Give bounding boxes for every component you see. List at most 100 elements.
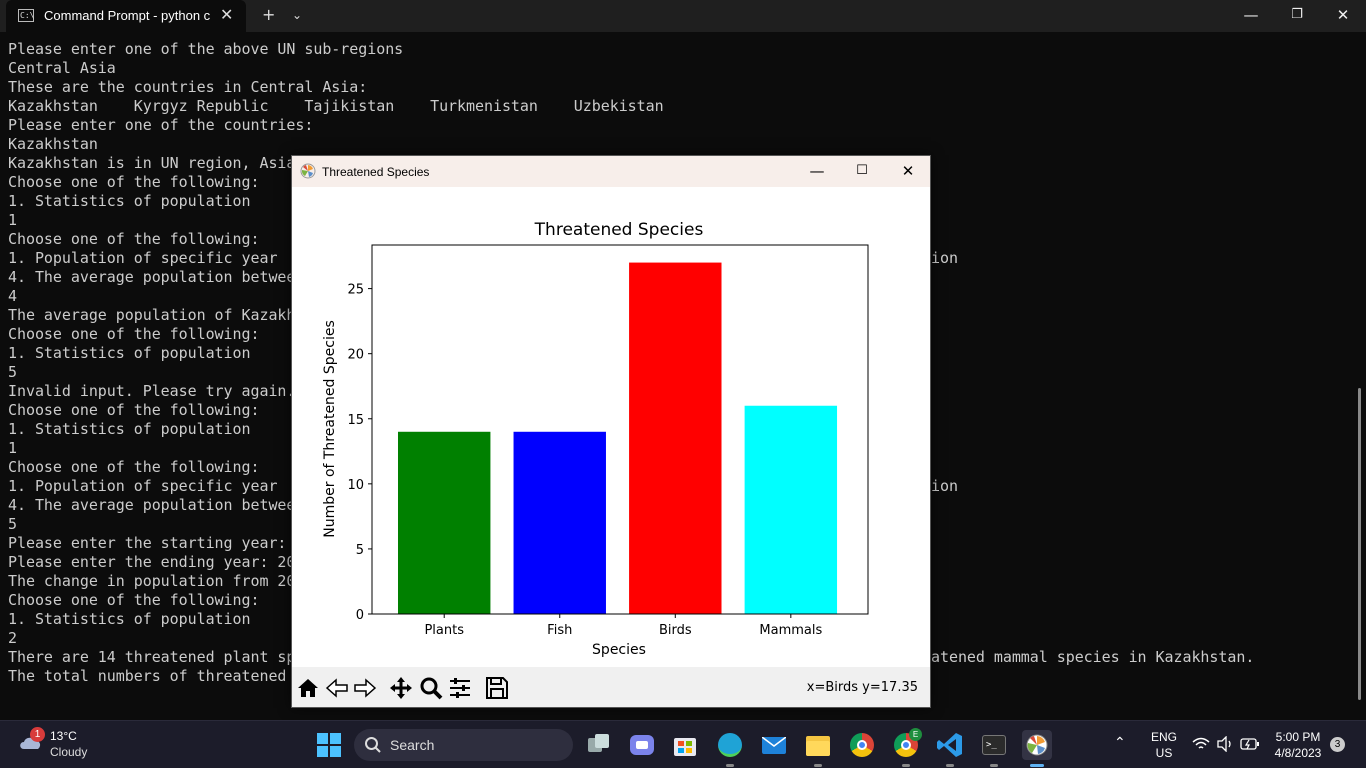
weather-condition[interactable]: Cloudy <box>50 745 88 759</box>
language-indicator[interactable]: ENG <box>1150 730 1177 744</box>
taskbar: 1 13°C Cloudy Search <box>0 720 1366 768</box>
terminal-fragment: ion <box>931 249 959 267</box>
terminal-line: Central Asia <box>8 59 116 77</box>
edge-browser-icon[interactable] <box>715 730 745 767</box>
matplotlib-logo-icon <box>300 163 316 179</box>
minimize-icon[interactable]: — <box>1243 6 1259 24</box>
figure-maximize-icon[interactable]: ☐ <box>856 163 868 178</box>
chrome-profile-badge: E <box>909 728 922 741</box>
search-label: Search <box>390 737 435 753</box>
terminal-line: The total numbers of threatened <box>8 667 287 685</box>
pan-move-icon[interactable] <box>388 675 414 701</box>
python-figure-icon[interactable] <box>1022 730 1052 767</box>
new-tab-icon[interactable]: + <box>262 5 276 24</box>
x-axis-label: Species <box>592 642 646 658</box>
temperature[interactable]: 13°C <box>50 729 77 743</box>
chrome-icon[interactable] <box>847 730 877 760</box>
y-axis-label: Number of Threatened Species <box>322 320 338 538</box>
terminal-line: 5 <box>8 515 17 533</box>
x-tick-label: Birds <box>659 623 692 638</box>
tab-title: Command Prompt - python c <box>44 8 211 23</box>
clock-time[interactable]: 5:00 PM <box>1275 730 1321 744</box>
terminal-line: Choose one of the following: <box>8 591 260 609</box>
cursor-coordinates: x=Birds y=17.35 <box>806 680 918 695</box>
y-tick-label: 15 <box>347 413 364 428</box>
dropdown-chevron-icon[interactable]: ⌄ <box>292 8 303 22</box>
figure-window-title: Threatened Species <box>322 165 430 179</box>
taskbar-search[interactable]: Search <box>354 729 573 761</box>
vscode-icon[interactable] <box>935 730 965 767</box>
microsoft-store-icon[interactable] <box>670 730 700 760</box>
terminal-icon[interactable]: >_ <box>979 730 1009 767</box>
bar-mammals[interactable] <box>744 405 838 614</box>
task-view-icon[interactable] <box>584 730 614 760</box>
volume-icon[interactable] <box>1216 736 1234 752</box>
terminal-line: Choose one of the following: <box>8 173 260 191</box>
mail-icon[interactable] <box>759 730 789 760</box>
x-tick-label: Mammals <box>759 623 822 638</box>
terminal-line: 1. Statistics of population <box>8 344 251 362</box>
figure-window: Threatened Species — ☐ ✕ Threatened Spec… <box>291 155 931 708</box>
terminal-tab[interactable]: C:\ Command Prompt - python c ✕ <box>6 0 246 32</box>
close-tab-icon[interactable]: ✕ <box>220 5 234 24</box>
figure-toolbar: x=Birds y=17.35 <box>292 667 930 707</box>
configure-subplots-icon[interactable] <box>447 675 473 701</box>
y-tick-label: 5 <box>356 543 364 558</box>
terminal-titlebar: C:\ Command Prompt - python c ✕ + ⌄ — ❐ … <box>0 0 1366 32</box>
terminal-scrollbar[interactable] <box>1358 388 1361 700</box>
x-tick-label: Fish <box>547 623 572 638</box>
figure-titlebar: Threatened Species — ☐ ✕ <box>292 156 930 187</box>
bar-birds[interactable] <box>629 262 722 614</box>
file-explorer-icon[interactable] <box>803 730 833 767</box>
home-icon[interactable] <box>295 675 321 701</box>
windows-start-icon[interactable] <box>317 733 341 757</box>
forward-arrow-icon[interactable] <box>352 675 378 701</box>
notification-count[interactable]: 3 <box>1330 737 1345 752</box>
y-tick-label: 20 <box>347 348 364 363</box>
y-tick-label: 10 <box>347 478 364 493</box>
figure-close-icon[interactable]: ✕ <box>901 162 915 180</box>
terminal-line: Choose one of the following: <box>8 230 260 248</box>
terminal-line: Please enter the ending year: 20 <box>8 553 296 571</box>
close-window-icon[interactable]: ✕ <box>1336 6 1350 24</box>
battery-icon[interactable] <box>1240 737 1260 751</box>
chrome-profile-icon[interactable]: E <box>891 728 922 767</box>
terminal-line: 5 <box>8 363 17 381</box>
wifi-icon[interactable] <box>1192 737 1210 751</box>
terminal-line: The change in population from 20 <box>8 572 296 590</box>
zoom-magnifier-icon[interactable] <box>418 675 444 701</box>
terminal-fragment: atened mammal species in Kazakhstan. <box>931 648 1255 666</box>
save-disk-icon[interactable] <box>484 675 510 701</box>
teams-chat-icon[interactable] <box>627 730 657 760</box>
y-tick-label: 25 <box>347 283 364 298</box>
bar-fish[interactable] <box>513 431 606 614</box>
terminal-line: The average population of Kazakh <box>8 306 296 324</box>
terminal-line: 1. Population of specific year <box>8 249 278 267</box>
terminal-line: These are the countries in Central Asia: <box>8 78 368 96</box>
terminal-line: Please enter one of the countries: <box>8 116 314 134</box>
y-tick-label: 0 <box>356 608 364 623</box>
terminal-line: Please enter one of the above UN sub-reg… <box>8 40 404 58</box>
terminal-line: Kazakhstan Kyrgyz Republic Tajikistan Tu… <box>8 97 664 115</box>
bar-chart[interactable]: Threatened Species Species Number of Thr… <box>292 187 930 665</box>
terminal-line: Please enter the starting year: <box>8 534 287 552</box>
terminal-line: 1 <box>8 439 17 457</box>
terminal-line: 1. Population of specific year <box>8 477 278 495</box>
terminal-line: Invalid input. Please try again. <box>8 382 296 400</box>
search-icon <box>365 737 381 753</box>
terminal-fragment: ion <box>931 477 959 495</box>
figure-minimize-icon[interactable]: — <box>809 162 825 180</box>
clock-date[interactable]: 4/8/2023 <box>1274 746 1322 760</box>
restore-icon[interactable]: ❐ <box>1291 7 1303 22</box>
terminal-line: 4. The average population betwee <box>8 496 296 514</box>
terminal-output[interactable]: Please enter one of the above UN sub-reg… <box>8 40 664 686</box>
terminal-line: 4 <box>8 287 17 305</box>
back-arrow-icon[interactable] <box>324 675 350 701</box>
show-hidden-icons-chevron-icon[interactable]: ⌃ <box>1114 734 1126 750</box>
terminal-line: 1. Statistics of population <box>8 610 251 628</box>
cloudy-weather-icon[interactable] <box>18 731 44 753</box>
terminal-line: Kazakhstan <box>8 135 98 153</box>
terminal-line: 4. The average population betwee <box>8 268 296 286</box>
bar-plants[interactable] <box>397 431 491 614</box>
region-indicator[interactable]: US <box>1155 746 1173 760</box>
